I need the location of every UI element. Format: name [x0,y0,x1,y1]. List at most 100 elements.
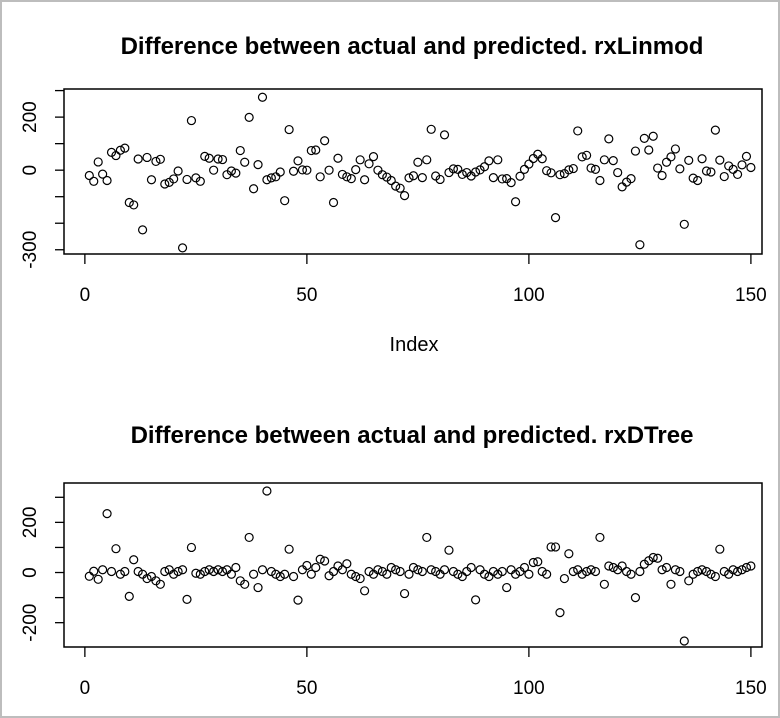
data-point [391,181,401,191]
data-point [550,213,561,223]
data-point [608,156,618,166]
data-point [488,173,498,183]
data-point [146,175,157,185]
data-point [661,562,672,573]
data-point [302,165,312,175]
data-point [604,561,614,571]
y-tick-label: -200 [20,604,41,642]
data-point [537,154,547,164]
data-point [524,159,534,169]
data-point [697,154,707,164]
data-point [737,565,747,575]
data-point [493,155,503,165]
data-point [550,542,561,552]
data-point [537,566,547,577]
data-point [124,197,134,208]
data-point [244,532,254,543]
data-point [115,569,125,579]
data-point [200,566,210,577]
data-point [404,569,414,579]
data-point [391,565,401,575]
data-point [422,155,432,165]
data-point [217,566,228,577]
data-point [240,579,250,589]
data-point [741,562,752,573]
data-point [439,565,450,575]
data-point [479,162,490,172]
chart-rxdtree: Difference between actual and predicted.… [20,422,767,699]
chart-rxdtree-title: Difference between actual and predicted.… [131,422,694,449]
data-point [719,171,729,182]
data-point [102,508,112,519]
data-point [288,166,299,176]
data-point [89,176,99,186]
data-point [582,566,592,577]
data-point [519,562,530,573]
data-point [315,172,325,182]
data-point [542,166,552,176]
data-point [89,566,99,576]
data-point [133,566,143,577]
data-point [137,225,148,235]
data-point [195,176,205,186]
data-point [417,566,427,577]
data-point [599,579,609,589]
data-point [524,569,534,579]
data-point [666,579,676,589]
data-point [471,595,481,605]
data-point [497,566,507,577]
data-point [368,152,379,162]
data-point [244,112,254,122]
data-point [413,157,423,167]
data-point [204,565,214,575]
data-point [386,175,396,186]
data-point [337,565,348,575]
data-point [657,170,667,181]
chart-rxlinmod-points [84,92,756,253]
data-point [577,569,587,579]
data-point [688,173,698,183]
data-point [337,169,348,180]
chart-rxlinmod-title: Difference between actual and predicted.… [121,33,704,60]
x-tick-label: 150 [735,285,767,306]
data-point [155,579,165,589]
data-point [586,565,596,575]
data-point [528,557,538,568]
data-point [466,562,476,573]
data-point [355,573,365,584]
y-tick-label: -300 [20,231,41,269]
chart-rxdtree-x-axis: 0 50 100 150 [80,647,767,699]
data-point [564,165,574,175]
x-tick-label: 50 [296,285,317,306]
data-point [488,566,498,577]
data-point [173,166,183,176]
data-point [311,145,321,155]
data-point [648,552,658,563]
data-point [573,126,583,136]
y-tick-label: 200 [20,101,41,133]
data-point [675,566,685,577]
data-point [288,571,299,582]
data-point [426,565,436,575]
data-point [177,565,188,575]
data-point [351,571,361,582]
chart-rxlinmod-plot-box [63,88,763,255]
data-point [706,167,716,177]
data-point [639,133,649,143]
data-point [342,172,352,182]
chart-rxlinmod-x-axis: 0 50 100 150 [80,254,767,306]
data-point [684,155,694,165]
data-point [226,166,236,176]
data-point [248,569,259,579]
data-point [177,243,188,253]
data-point [577,152,587,162]
data-point [595,532,605,543]
data-point [217,154,228,165]
x-tick-label: 100 [513,285,545,306]
data-point [320,136,330,146]
data-point [142,152,152,163]
data-point [257,92,268,102]
data-point [444,545,454,555]
data-point [706,569,716,579]
data-point [621,566,632,577]
